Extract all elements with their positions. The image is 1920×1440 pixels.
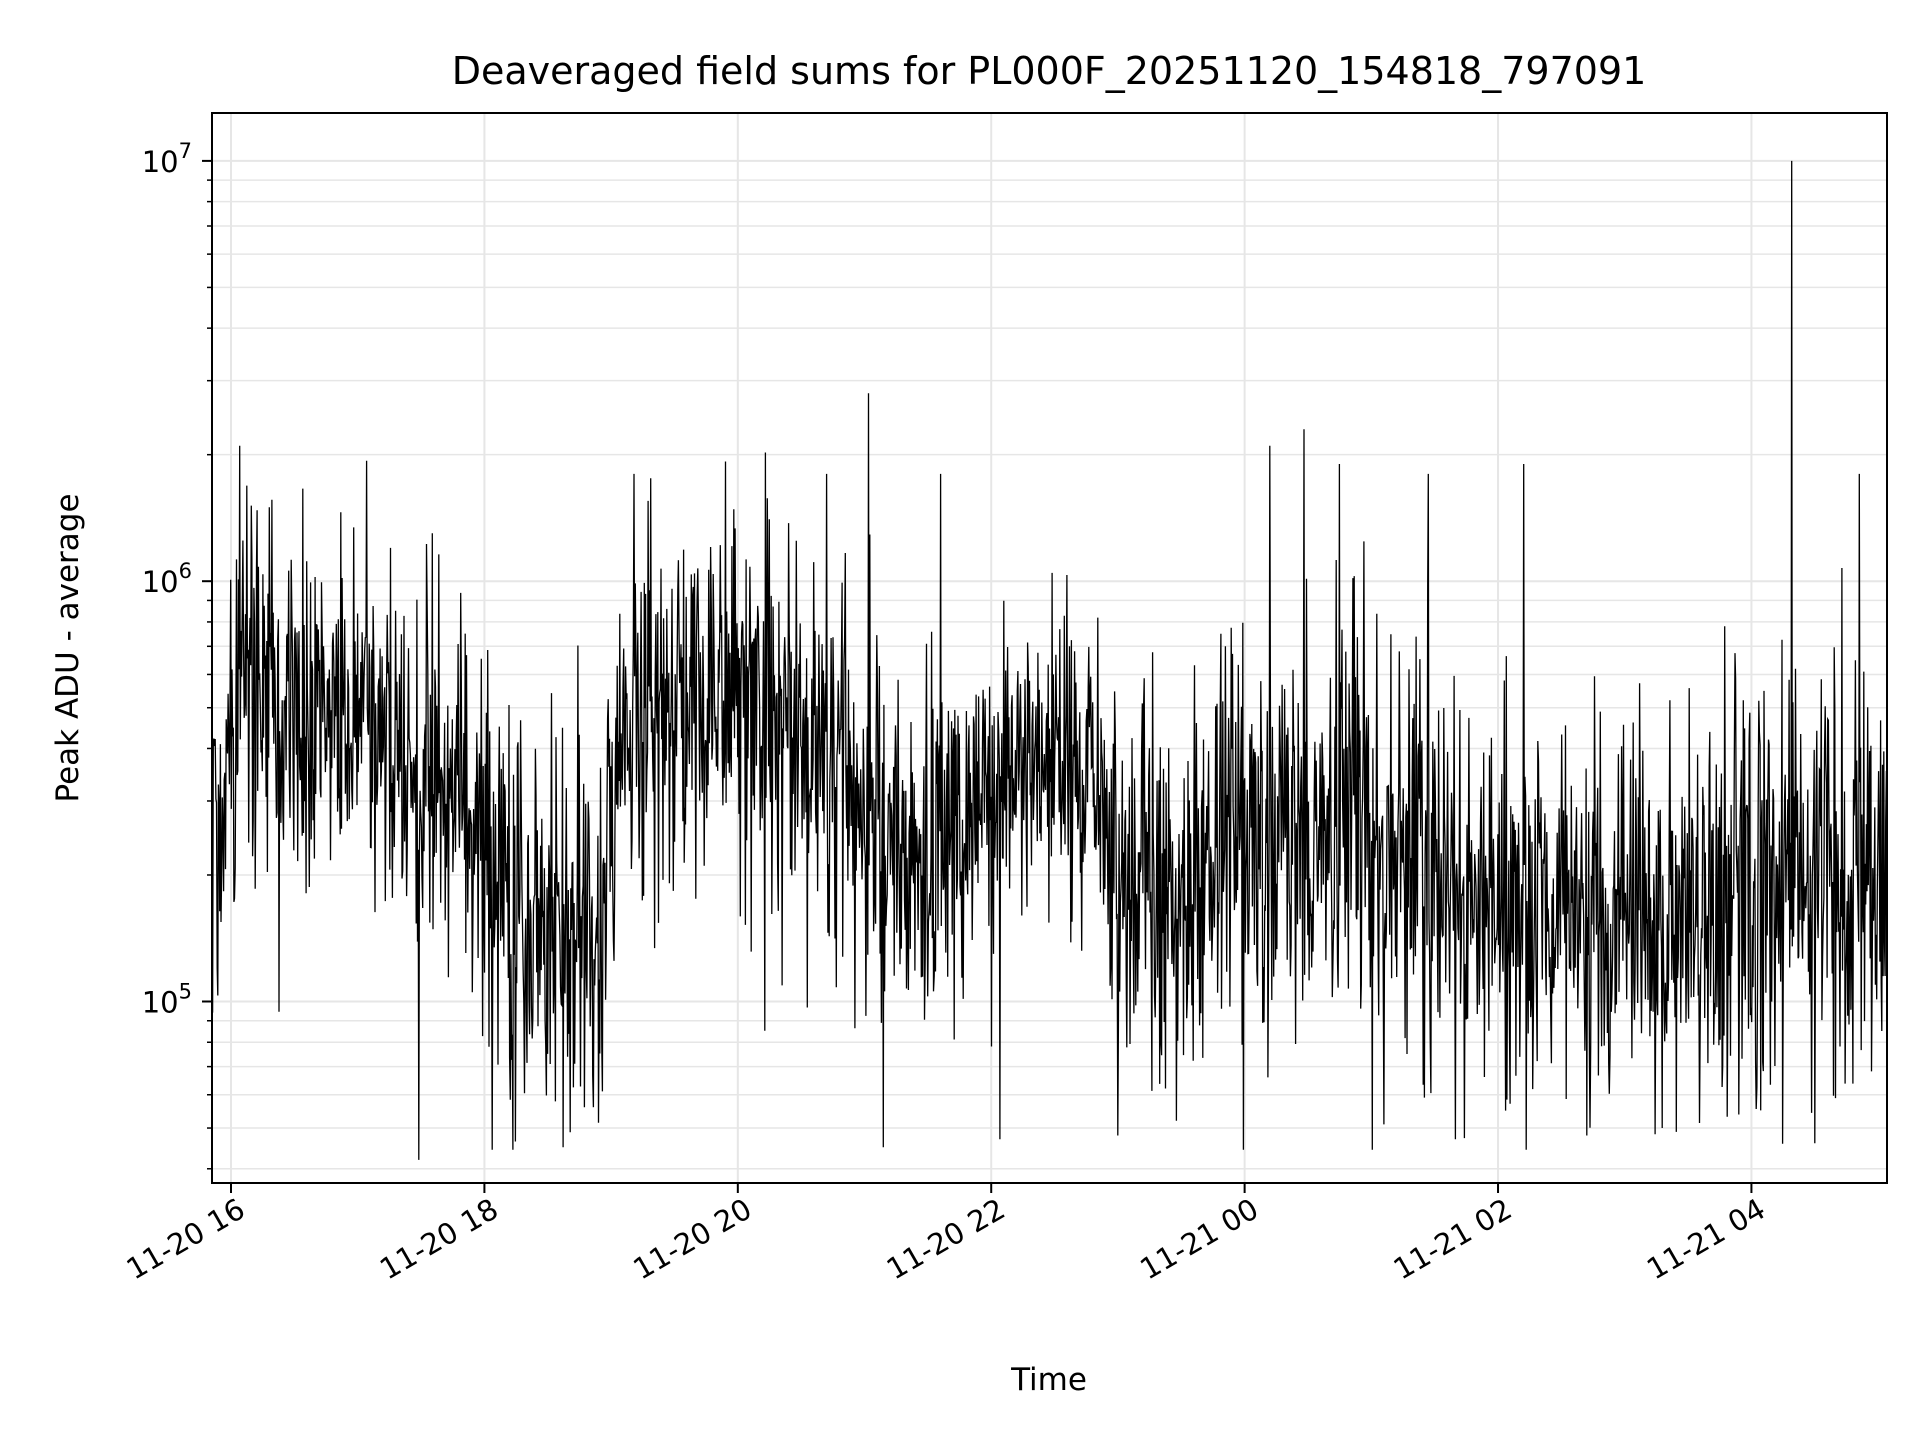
x-axis-label: Time: [1010, 1362, 1087, 1398]
chart-title: Deaveraged field sums for PL000F_2025112…: [452, 49, 1647, 93]
x-tick-label: 11-20 22: [881, 1192, 1011, 1287]
plot-frame: [211, 112, 1888, 1184]
x-tick-label: 11-20 18: [374, 1192, 504, 1287]
y-tick-label: 105: [142, 980, 192, 1020]
x-tick-label: 11-20 20: [627, 1192, 757, 1287]
y-tick-layer: 105 106 107: [142, 139, 212, 1170]
x-tick-label: 11-20 16: [121, 1192, 251, 1287]
x-tick-label: 11-21 04: [1641, 1192, 1771, 1287]
x-tick-layer: 11-20 16 11-20 18 11-20 20 11-20 22 11-21 00…: [121, 1183, 1771, 1286]
y-tick-label: 106: [142, 559, 192, 599]
series-line: [211, 160, 1888, 1160]
y-tick-label: 107: [142, 139, 192, 179]
series-layer: [211, 160, 1888, 1160]
x-tick-label: 11-21 00: [1134, 1192, 1264, 1287]
grid-layer: [212, 113, 1887, 1183]
x-tick-label: 11-21 02: [1388, 1192, 1518, 1287]
y-axis-label: Peak ADU - average: [50, 493, 86, 802]
